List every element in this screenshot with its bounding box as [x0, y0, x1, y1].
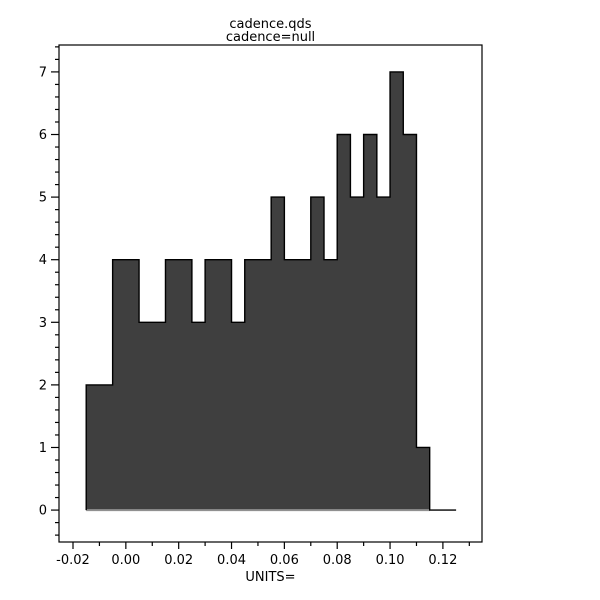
x-axis-label: UNITS=: [245, 570, 295, 585]
x-tick-label: 0.06: [270, 553, 299, 568]
x-tick-label: 0.10: [376, 553, 405, 568]
y-tick-label: 6: [39, 128, 47, 143]
plot-frame: [58, 44, 483, 543]
frame-rect: [58, 44, 483, 543]
y-tick-label: 5: [39, 191, 47, 206]
x-tick-label: 0.08: [323, 553, 352, 568]
chart-title-line1: cadence.qds: [229, 17, 311, 32]
y-tick-label: 4: [39, 253, 47, 268]
x-tick-label: 0.00: [111, 553, 140, 568]
y-tick-label: 0: [39, 504, 47, 519]
y-tick-label: 3: [39, 316, 47, 331]
chart-title-line2: cadence=null: [226, 30, 315, 45]
x-axis-ticks: -0.02 0.00 0.02 0.04 0.06 0.08 0.10 0.12: [56, 542, 470, 568]
x-tick-label: 0.04: [217, 553, 246, 568]
histogram-outline: [85, 71, 457, 511]
y-tick-label: 7: [39, 65, 47, 80]
x-tick-label: 0.12: [428, 553, 457, 568]
histogram-series: [85, 71, 457, 512]
x-tick-label: 0.02: [164, 553, 193, 568]
y-tick-label: 1: [39, 441, 47, 456]
y-axis-ticks: 0 1 2 3 4 5 6 7: [39, 46, 59, 536]
x-tick-label: -0.02: [56, 553, 90, 568]
histogram-fill: [86, 71, 457, 511]
y-tick-label: 2: [39, 378, 47, 393]
